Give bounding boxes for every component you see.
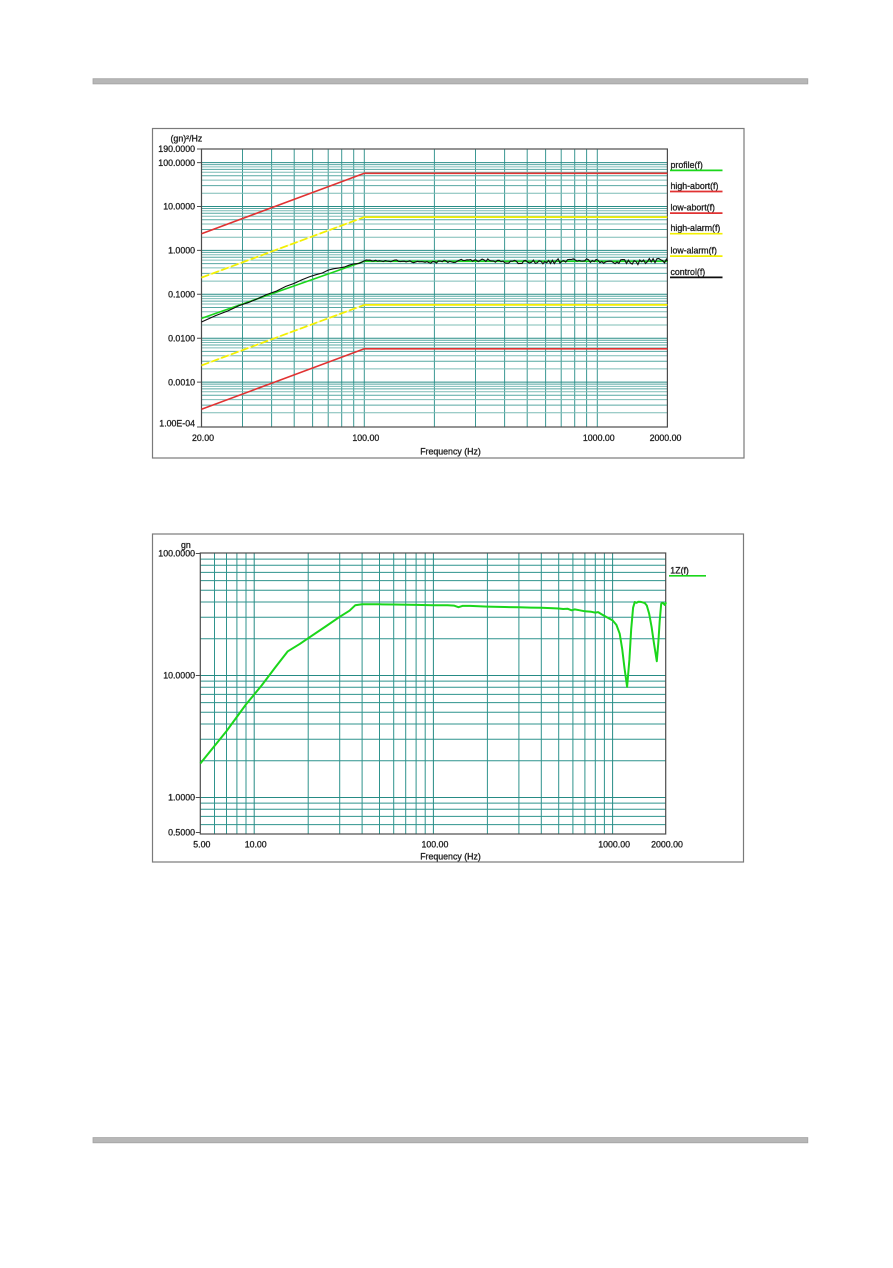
svg-text:0.0010: 0.0010 [168,377,195,387]
svg-text:profile(f): profile(f) [671,160,703,170]
svg-text:Frequency (Hz): Frequency (Hz) [420,446,481,456]
svg-text:1.0000: 1.0000 [168,246,195,256]
svg-text:high-alarm(f): high-alarm(f) [671,223,721,233]
svg-text:control(f): control(f) [671,267,706,277]
svg-text:190.0000: 190.0000 [158,144,195,154]
svg-text:100.0000: 100.0000 [158,549,195,559]
svg-text:10.0000: 10.0000 [163,202,195,212]
svg-text:100.0000: 100.0000 [158,158,195,168]
svg-text:100.00: 100.00 [421,840,448,850]
svg-text:1.00E-04: 1.00E-04 [159,419,195,429]
svg-text:high-abort(f): high-abort(f) [671,181,719,191]
svg-text:100.00: 100.00 [352,433,379,443]
svg-text:low-alarm(f): low-alarm(f) [671,246,717,256]
svg-text:0.0100: 0.0100 [168,333,195,343]
svg-text:gn: gn [181,540,191,550]
svg-text:1Z(f): 1Z(f) [670,565,689,575]
svg-text:1000.00: 1000.00 [583,433,615,443]
svg-text:10.00: 10.00 [245,840,267,850]
svg-text:(gn)²/Hz: (gn)²/Hz [171,134,203,144]
svg-text:1.0000: 1.0000 [168,793,195,803]
svg-text:10.0000: 10.0000 [163,671,195,681]
svg-text:2000.00: 2000.00 [651,840,683,850]
svg-text:20.00: 20.00 [192,433,214,443]
svg-text:1000.00: 1000.00 [598,840,630,850]
svg-text:0.1000: 0.1000 [168,290,195,300]
svg-text:2000.00: 2000.00 [650,433,682,443]
svg-text:5.00: 5.00 [193,840,210,850]
svg-text:Frequency (Hz): Frequency (Hz) [420,852,481,862]
svg-text:low-abort(f): low-abort(f) [671,203,716,213]
svg-text:0.5000: 0.5000 [168,828,195,838]
